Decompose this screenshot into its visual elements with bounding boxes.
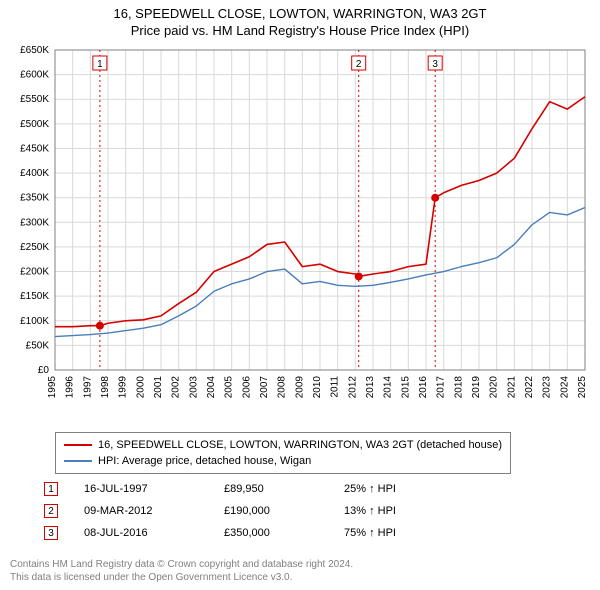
chart-subtitle: Price paid vs. HM Land Registry's House … bbox=[0, 23, 600, 38]
legend: 16, SPEEDWELL CLOSE, LOWTON, WARRINGTON,… bbox=[55, 432, 511, 474]
svg-text:1998: 1998 bbox=[100, 376, 111, 399]
event-date: 16-JUL-1997 bbox=[84, 483, 224, 495]
event-marker: 2 bbox=[44, 504, 58, 518]
svg-text:2004: 2004 bbox=[206, 376, 217, 399]
svg-text:£200K: £200K bbox=[20, 267, 49, 278]
footer-line-2: This data is licensed under the Open Gov… bbox=[10, 571, 353, 584]
svg-text:2007: 2007 bbox=[259, 376, 270, 399]
svg-text:£650K: £650K bbox=[20, 46, 49, 56]
svg-text:1997: 1997 bbox=[82, 376, 93, 399]
svg-text:2012: 2012 bbox=[347, 376, 358, 399]
svg-text:2003: 2003 bbox=[188, 376, 199, 399]
event-row: 3 08-JUL-2016£350,00075% ↑ HPI bbox=[44, 522, 396, 544]
svg-text:2010: 2010 bbox=[312, 376, 323, 399]
svg-text:2016: 2016 bbox=[418, 376, 429, 399]
svg-text:£0: £0 bbox=[38, 365, 50, 376]
svg-text:£450K: £450K bbox=[20, 143, 49, 154]
legend-swatch bbox=[64, 444, 92, 446]
svg-text:3: 3 bbox=[432, 59, 438, 70]
event-marker: 3 bbox=[44, 526, 58, 540]
svg-text:2014: 2014 bbox=[383, 376, 394, 399]
event-delta: 25% ↑ HPI bbox=[344, 483, 396, 495]
svg-text:2011: 2011 bbox=[330, 376, 341, 398]
svg-text:1: 1 bbox=[97, 59, 103, 70]
svg-text:£150K: £150K bbox=[20, 291, 49, 302]
svg-text:2019: 2019 bbox=[471, 376, 482, 399]
svg-text:£350K: £350K bbox=[20, 193, 49, 204]
svg-text:2005: 2005 bbox=[224, 376, 235, 399]
event-price: £350,000 bbox=[224, 527, 344, 539]
svg-text:2000: 2000 bbox=[135, 376, 146, 399]
svg-text:£50K: £50K bbox=[26, 340, 50, 351]
legend-item: HPI: Average price, detached house, Wiga… bbox=[64, 453, 502, 469]
chart-plot-area: £0 £50K £100K £150K £200K £250K £300K £350K £400… bbox=[0, 46, 600, 426]
svg-text:2023: 2023 bbox=[542, 376, 553, 399]
event-delta: 75% ↑ HPI bbox=[344, 527, 396, 539]
svg-text:1996: 1996 bbox=[65, 376, 76, 399]
chart-container: 16, SPEEDWELL CLOSE, LOWTON, WARRINGTON,… bbox=[0, 0, 600, 590]
svg-text:2001: 2001 bbox=[153, 376, 164, 399]
event-date: 08-JUL-2016 bbox=[84, 527, 224, 539]
svg-text:£100K: £100K bbox=[20, 316, 49, 327]
svg-text:2006: 2006 bbox=[241, 376, 252, 399]
svg-text:1999: 1999 bbox=[118, 376, 129, 399]
svg-text:2008: 2008 bbox=[277, 376, 288, 399]
legend-swatch bbox=[64, 460, 92, 462]
svg-text:2025: 2025 bbox=[577, 376, 588, 399]
chart-titles: 16, SPEEDWELL CLOSE, LOWTON, WARRINGTON,… bbox=[0, 0, 600, 38]
svg-text:2015: 2015 bbox=[400, 376, 411, 399]
events-table: 1 16-JUL-1997£89,95025% ↑ HPI 2 09-MAR-2012… bbox=[44, 478, 396, 544]
event-row: 1 16-JUL-1997£89,95025% ↑ HPI bbox=[44, 478, 396, 500]
event-delta: 13% ↑ HPI bbox=[344, 505, 396, 517]
legend-item: 16, SPEEDWELL CLOSE, LOWTON, WARRINGTON,… bbox=[64, 437, 502, 453]
chart-title: 16, SPEEDWELL CLOSE, LOWTON, WARRINGTON,… bbox=[0, 6, 600, 21]
legend-label: 16, SPEEDWELL CLOSE, LOWTON, WARRINGTON,… bbox=[98, 437, 502, 453]
svg-text:2002: 2002 bbox=[171, 376, 182, 399]
footer-line-1: Contains HM Land Registry data © Crown c… bbox=[10, 558, 353, 571]
event-price: £89,950 bbox=[224, 483, 344, 495]
svg-text:2017: 2017 bbox=[436, 376, 447, 399]
svg-text:2020: 2020 bbox=[489, 376, 500, 399]
event-row: 2 09-MAR-2012£190,00013% ↑ HPI bbox=[44, 500, 396, 522]
svg-text:£600K: £600K bbox=[20, 70, 49, 81]
svg-text:2009: 2009 bbox=[294, 376, 305, 399]
svg-text:2018: 2018 bbox=[453, 376, 464, 399]
svg-text:2022: 2022 bbox=[524, 376, 535, 399]
svg-text:£400K: £400K bbox=[20, 168, 49, 179]
svg-text:£300K: £300K bbox=[20, 217, 49, 228]
event-marker: 1 bbox=[44, 482, 58, 496]
svg-text:2013: 2013 bbox=[365, 376, 376, 399]
event-price: £190,000 bbox=[224, 505, 344, 517]
chart-svg: £0 £50K £100K £150K £200K £250K £300K £350K £400… bbox=[0, 46, 600, 426]
svg-text:2024: 2024 bbox=[559, 376, 570, 399]
legend-label: HPI: Average price, detached house, Wiga… bbox=[98, 453, 311, 469]
event-date: 09-MAR-2012 bbox=[84, 505, 224, 517]
svg-text:£550K: £550K bbox=[20, 94, 49, 105]
svg-text:£500K: £500K bbox=[20, 119, 49, 130]
svg-text:1995: 1995 bbox=[47, 376, 58, 399]
svg-text:2: 2 bbox=[356, 59, 362, 70]
svg-text:£250K: £250K bbox=[20, 242, 49, 253]
svg-text:2021: 2021 bbox=[506, 376, 517, 399]
footer-attribution: Contains HM Land Registry data © Crown c… bbox=[10, 558, 353, 584]
